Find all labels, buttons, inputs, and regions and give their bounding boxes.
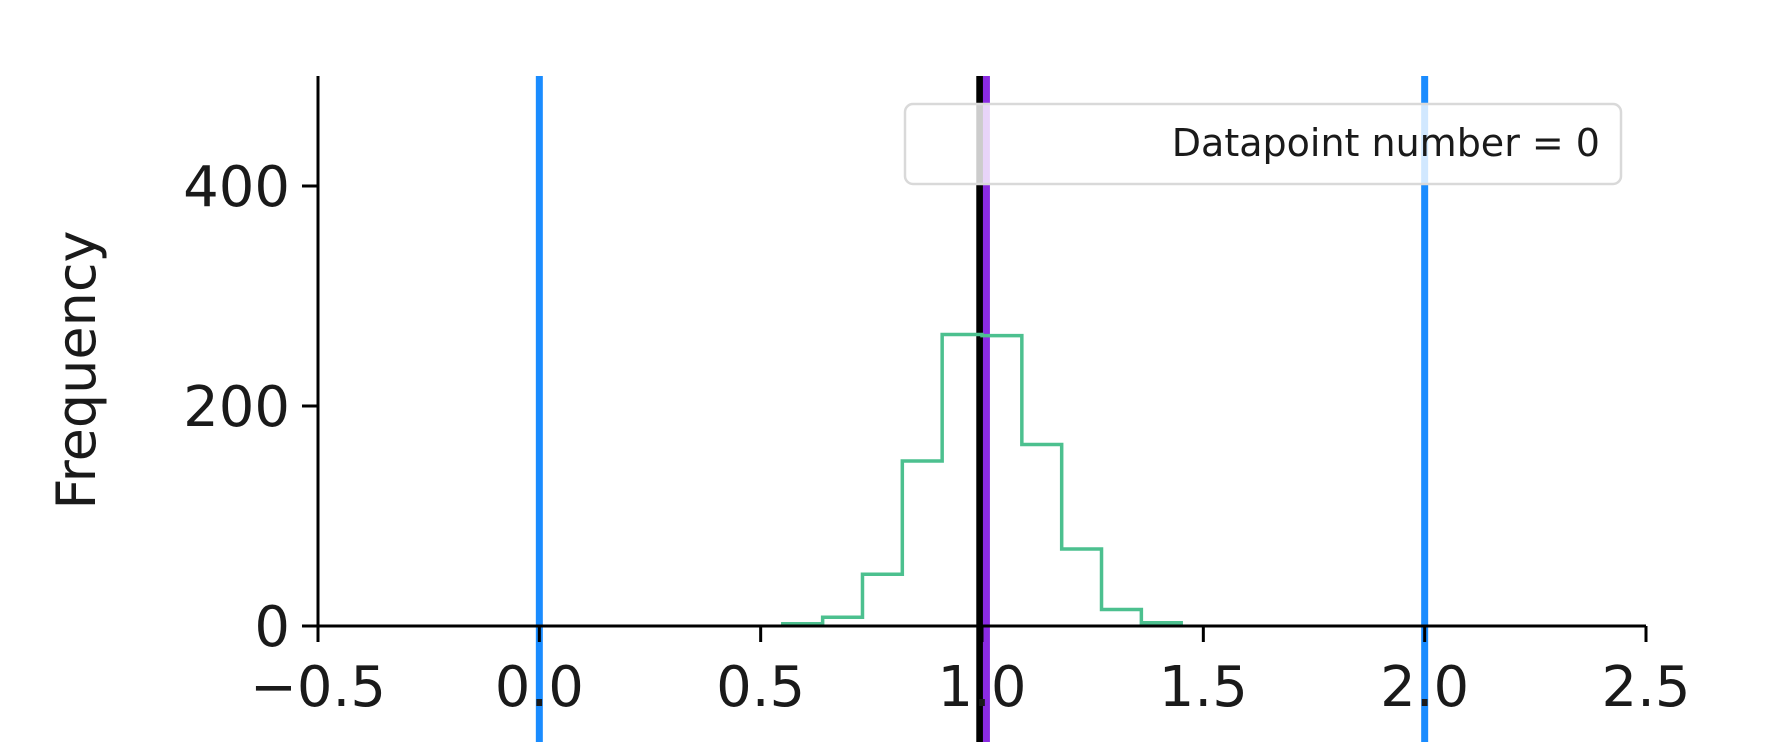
legend-entry-0: Datapoint number = 0 — [1172, 121, 1600, 165]
x-tick-label-2: 0.5 — [716, 655, 805, 720]
histogram-bin-4 — [942, 335, 982, 627]
y-axis-label: Frequency — [45, 231, 108, 510]
x-tick-label-0: −0.5 — [250, 655, 386, 720]
histogram-bin-5 — [982, 336, 1022, 626]
histogram-bin-7 — [1062, 549, 1102, 626]
histogram-series — [781, 332, 1183, 627]
x-tick-label-1: 0.0 — [495, 655, 584, 720]
histogram-bin-2 — [862, 574, 902, 626]
legend: Datapoint number = 0 — [903, 102, 1623, 186]
legend-box — [903, 102, 1623, 186]
x-ticks: −0.5 0.0 0.5 1.0 1.5 2.0 2.5 — [250, 626, 1691, 720]
y-tick-label-1: 200 — [183, 375, 290, 440]
x-tick-label-3: 1.0 — [937, 655, 1026, 720]
y-ticks: 0 200 400 — [183, 155, 318, 660]
histogram-bin-3 — [902, 461, 942, 626]
histogram-bin-8 — [1102, 610, 1142, 627]
y-tick-label-0: 0 — [254, 595, 290, 660]
x-tick-label-6: 2.5 — [1601, 655, 1690, 720]
histogram-bin-6 — [1022, 445, 1062, 627]
histogram-outline — [781, 332, 1183, 626]
x-tick-label-4: 1.5 — [1159, 655, 1248, 720]
y-tick-label-2: 400 — [183, 155, 290, 220]
x-tick-label-5: 2.0 — [1380, 655, 1469, 720]
